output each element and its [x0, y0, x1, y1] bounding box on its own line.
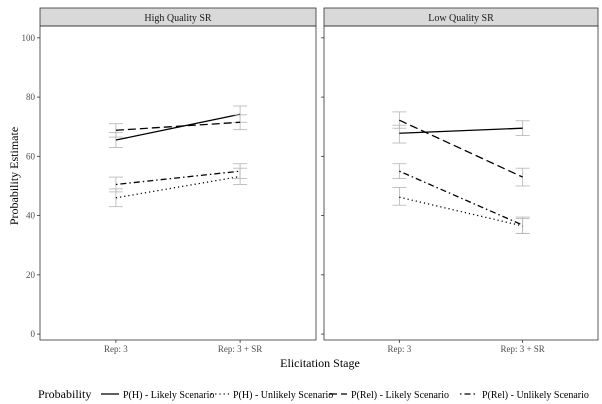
series-dotdash — [392, 163, 530, 234]
series-line — [115, 113, 241, 141]
legend-items: P(H) - Likely Scenario P(H) - Unlikely Sc… — [101, 390, 589, 401]
series-line — [115, 121, 241, 131]
y-axis-title: Probability Estimate — [7, 127, 21, 225]
y-tick-label: 100 — [22, 33, 36, 43]
y-tick-label: 60 — [26, 151, 36, 161]
series-dotted — [392, 187, 530, 234]
legend-label: P(Rel) - Unlikely Scenario — [482, 390, 589, 401]
x-axis-title: Elicitation Stage — [280, 356, 360, 370]
legend-title: Probability — [38, 387, 91, 401]
panel-1: High Quality SR 0 20 40 60 80 100 Rep: 3 Rep: 3 … — [22, 7, 317, 354]
facet-title: Low Quality SR — [428, 13, 494, 24]
panel-2: Low Quality SR Rep: 3 Rep: 3 + SR — [321, 7, 599, 354]
x-tick-label: Rep: 3 + SR — [500, 344, 544, 354]
legend-label: P(H) - Unlikely Scenario — [233, 390, 333, 401]
y-tick-label: 0 — [31, 329, 36, 339]
legend-label: P(H) - Likely Scenario — [123, 390, 214, 401]
facet-title: High Quality SR — [144, 13, 212, 24]
series-line — [399, 170, 523, 226]
series-line — [115, 170, 241, 186]
x-tick-label: Rep: 3 — [104, 344, 128, 354]
y-tick-label: 80 — [26, 92, 36, 102]
x-tick-label: Rep: 3 + SR — [218, 344, 262, 354]
series-dashed — [108, 114, 248, 138]
panel-border — [39, 25, 317, 341]
series-dashed — [392, 111, 530, 187]
series-line — [399, 119, 523, 178]
series-line — [399, 127, 523, 134]
series-line — [115, 175, 241, 199]
series-dotted — [108, 167, 248, 208]
series-line — [399, 196, 523, 227]
y-tick-label: 40 — [26, 211, 36, 221]
x-tick-label: Rep: 3 — [387, 344, 411, 354]
panel-border — [323, 25, 599, 341]
legend-label: P(Rel) - Likely Scenario — [351, 390, 449, 401]
series-dotdash — [108, 163, 248, 193]
legend: Probability P(H) - Likely Scenario P(H) -… — [38, 387, 589, 401]
y-tick-label: 20 — [26, 270, 36, 280]
panels-layer: High Quality SR 0 20 40 60 80 100 Rep: 3 Rep: 3 … — [22, 7, 599, 354]
series-solid — [392, 120, 530, 144]
